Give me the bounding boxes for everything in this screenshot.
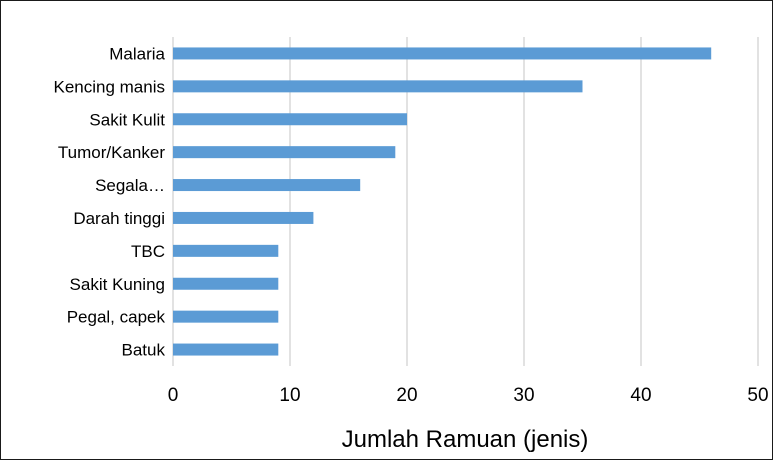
x-tick-label: 0 bbox=[168, 385, 179, 406]
category-label: Sakit Kulit bbox=[89, 110, 165, 129]
bar bbox=[173, 343, 279, 356]
category-label: TBC bbox=[131, 242, 165, 261]
x-tick-label: 40 bbox=[630, 385, 651, 406]
bar bbox=[173, 310, 279, 323]
category-label: Batuk bbox=[122, 341, 166, 360]
x-tick-label: 20 bbox=[396, 385, 417, 406]
category-label: Tumor/Kanker bbox=[58, 143, 165, 162]
bar bbox=[173, 179, 361, 192]
bar bbox=[173, 47, 712, 60]
x-axis-title: Jumlah Ramuan (jenis) bbox=[342, 426, 589, 453]
x-tick-label: 50 bbox=[747, 385, 768, 406]
category-label: Pegal, capek bbox=[67, 308, 166, 327]
category-label: Segala… bbox=[95, 176, 165, 195]
bar bbox=[173, 211, 314, 224]
bar bbox=[173, 244, 279, 257]
bars bbox=[173, 47, 712, 356]
bar bbox=[173, 113, 407, 126]
category-label: Sakit Kuning bbox=[70, 275, 165, 294]
x-tick-label: 30 bbox=[513, 385, 534, 406]
bar bbox=[173, 80, 583, 93]
bar bbox=[173, 146, 396, 159]
category-label: Kencing manis bbox=[53, 77, 165, 96]
category-labels: Malaria Kencing manis Sakit Kulit Tumor/Kan… bbox=[53, 44, 165, 359]
x-tick-labels: 0 10 20 30 40 50 bbox=[168, 385, 769, 406]
category-label: Malaria bbox=[109, 44, 165, 63]
bar bbox=[173, 277, 279, 290]
x-tick-label: 10 bbox=[279, 385, 300, 406]
category-label: Darah tinggi bbox=[73, 209, 165, 228]
